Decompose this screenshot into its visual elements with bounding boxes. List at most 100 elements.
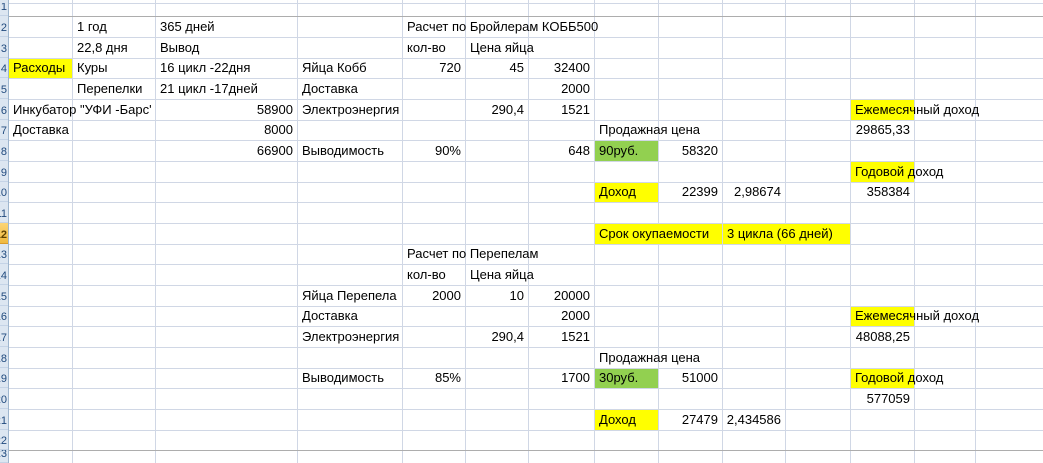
row-header-15[interactable]: 15 (0, 285, 8, 306)
cell-D5[interactable]: Доставка (298, 79, 402, 99)
cell-H12[interactable]: Срок окупаемости (595, 224, 722, 244)
cell-F3[interactable]: Цена яйца (466, 38, 534, 58)
cell-L19[interactable]: Годовой доход (851, 369, 943, 388)
row-header-16[interactable]: 16 (0, 306, 8, 326)
row-header-19[interactable]: 19 (0, 368, 8, 388)
cell-F15[interactable]: 10 (466, 286, 528, 306)
gridline (722, 0, 723, 463)
cell-H8[interactable]: 90руб. (595, 141, 658, 161)
cell-H19[interactable]: 30руб. (595, 369, 658, 388)
cell-B4[interactable]: Куры (73, 59, 155, 78)
cell-L20[interactable]: 577059 (851, 389, 914, 409)
cell-F6[interactable]: 290,4 (466, 100, 528, 120)
cell-H21[interactable]: Доход (595, 410, 658, 430)
cell-C4[interactable]: 16 цикл -22дня (156, 59, 297, 78)
row-header-21[interactable]: 21 (0, 409, 8, 430)
cell-J10[interactable]: 2,98674 (723, 183, 785, 202)
cell-L7[interactable]: 29865,33 (851, 121, 914, 140)
cell-D8[interactable]: Выводимость (298, 141, 402, 161)
cell-L10[interactable]: 358384 (851, 183, 914, 202)
row-header-14[interactable]: 14 (0, 264, 8, 285)
cell-H18[interactable]: Продажная цена (595, 348, 700, 368)
cell-L9[interactable]: Годовой доход (851, 162, 943, 182)
gridline (8, 306, 1043, 307)
row-header-7[interactable]: 7 (0, 120, 8, 140)
cell-G6[interactable]: 1521 (529, 100, 594, 120)
row-header-17[interactable]: 17 (0, 326, 8, 347)
cell-D4[interactable]: Яйца Кобб (298, 59, 402, 78)
row-header-5[interactable]: 5 (0, 78, 8, 99)
cell-G8[interactable]: 648 (529, 141, 594, 161)
row-header-8[interactable]: 8 (0, 140, 8, 161)
cell-E4[interactable]: 720 (403, 59, 465, 78)
cell-C6[interactable]: 58900 (156, 100, 297, 120)
row-header-10[interactable]: 10 (0, 182, 8, 202)
cell-E2[interactable]: Расчет по Бройлерам КОББ500 (403, 17, 598, 37)
row-header-18[interactable]: 18 (0, 347, 8, 368)
cell-E19[interactable]: 85% (403, 369, 465, 388)
cell-A4[interactable]: Расходы (9, 59, 72, 78)
cell-E3[interactable]: кол-во (403, 38, 465, 58)
cell-I21[interactable]: 27479 (659, 410, 722, 430)
row-header-12[interactable]: 12 (0, 223, 8, 244)
row-header-4[interactable]: 4 (0, 58, 8, 78)
cell-D17[interactable]: Электроэнергия (298, 327, 402, 347)
cell-B3[interactable]: 22,8 дня (73, 38, 155, 58)
cell-L16[interactable]: Ежемесячный доход (851, 307, 979, 326)
row-header-11[interactable]: 11 (0, 202, 8, 223)
cell-E13[interactable]: Расчет по Перепелам (403, 245, 538, 264)
cell-H10[interactable]: Доход (595, 183, 658, 202)
row-header-23[interactable]: 23 (0, 450, 8, 463)
cell-D19[interactable]: Выводимость (298, 369, 402, 388)
cell-E14[interactable]: кол-во (403, 265, 465, 285)
cell-D6[interactable]: Электроэнергия (298, 100, 402, 120)
cell-C2[interactable]: 365 дней (156, 17, 297, 37)
cell-G15[interactable]: 20000 (529, 286, 594, 306)
cell-B2[interactable]: 1 год (73, 17, 155, 37)
cell-C5[interactable]: 21 цикл -17дней (156, 79, 297, 99)
cell-F4[interactable]: 45 (466, 59, 528, 78)
cell-F17[interactable]: 290,4 (466, 327, 528, 347)
cell-L17[interactable]: 48088,25 (851, 327, 914, 347)
cell-text: Ежемесячный доход (855, 308, 980, 323)
cell-I10[interactable]: 22399 (659, 183, 722, 202)
cell-J12[interactable]: 3 цикла (66 дней) (723, 224, 850, 244)
gridline (72, 0, 73, 463)
row-header-column[interactable]: 1234567891011121314151617181920212223 (0, 0, 9, 463)
row-header-1[interactable]: 1 (0, 3, 8, 16)
cell-H7[interactable]: Продажная цена (595, 121, 700, 140)
cell-D15[interactable]: Яйца Перепела (298, 286, 402, 306)
cell-G16[interactable]: 2000 (529, 307, 594, 326)
row-header-22[interactable]: 22 (0, 430, 8, 450)
row-header-6[interactable]: 6 (0, 99, 8, 120)
row-header-9[interactable]: 9 (0, 161, 8, 182)
cell-C3[interactable]: Вывод (156, 38, 297, 58)
cell-G4[interactable]: 32400 (529, 59, 594, 78)
cell-A6[interactable]: Инкубатор "УФИ -Барс' (9, 100, 152, 120)
cell-J21[interactable]: 2,434586 (723, 410, 785, 430)
cell-E15[interactable]: 2000 (403, 286, 465, 306)
cell-A7[interactable]: Доставка (9, 121, 72, 140)
cell-G5[interactable]: 2000 (529, 79, 594, 99)
row-header-13[interactable]: 13 (0, 244, 8, 264)
row-header-2[interactable]: 2 (0, 16, 8, 37)
cell-G17[interactable]: 1521 (529, 327, 594, 347)
cell-G19[interactable]: 1700 (529, 369, 594, 388)
cell-D16[interactable]: Доставка (298, 307, 402, 326)
cell-F14[interactable]: Цена яйца (466, 265, 534, 285)
cell-E8[interactable]: 90% (403, 141, 465, 161)
cell-I19[interactable]: 51000 (659, 369, 722, 388)
cell-text: Продажная цена (599, 350, 701, 365)
cell-text: 2000 (561, 308, 590, 323)
cell-C7[interactable]: 8000 (156, 121, 297, 140)
gridline (8, 182, 1043, 183)
cell-text: 10 (509, 288, 524, 303)
cell-B5[interactable]: Перепелки (73, 79, 155, 99)
cell-C8[interactable]: 66900 (156, 141, 297, 161)
cell-I8[interactable]: 58320 (659, 141, 722, 161)
row-header-3[interactable]: 3 (0, 37, 8, 58)
row-header-20[interactable]: 20 (0, 388, 8, 409)
cell-text: 22399 (681, 184, 718, 199)
cell-text: Куры (77, 60, 108, 75)
cell-L6[interactable]: Ежемесячный доход (851, 100, 979, 120)
